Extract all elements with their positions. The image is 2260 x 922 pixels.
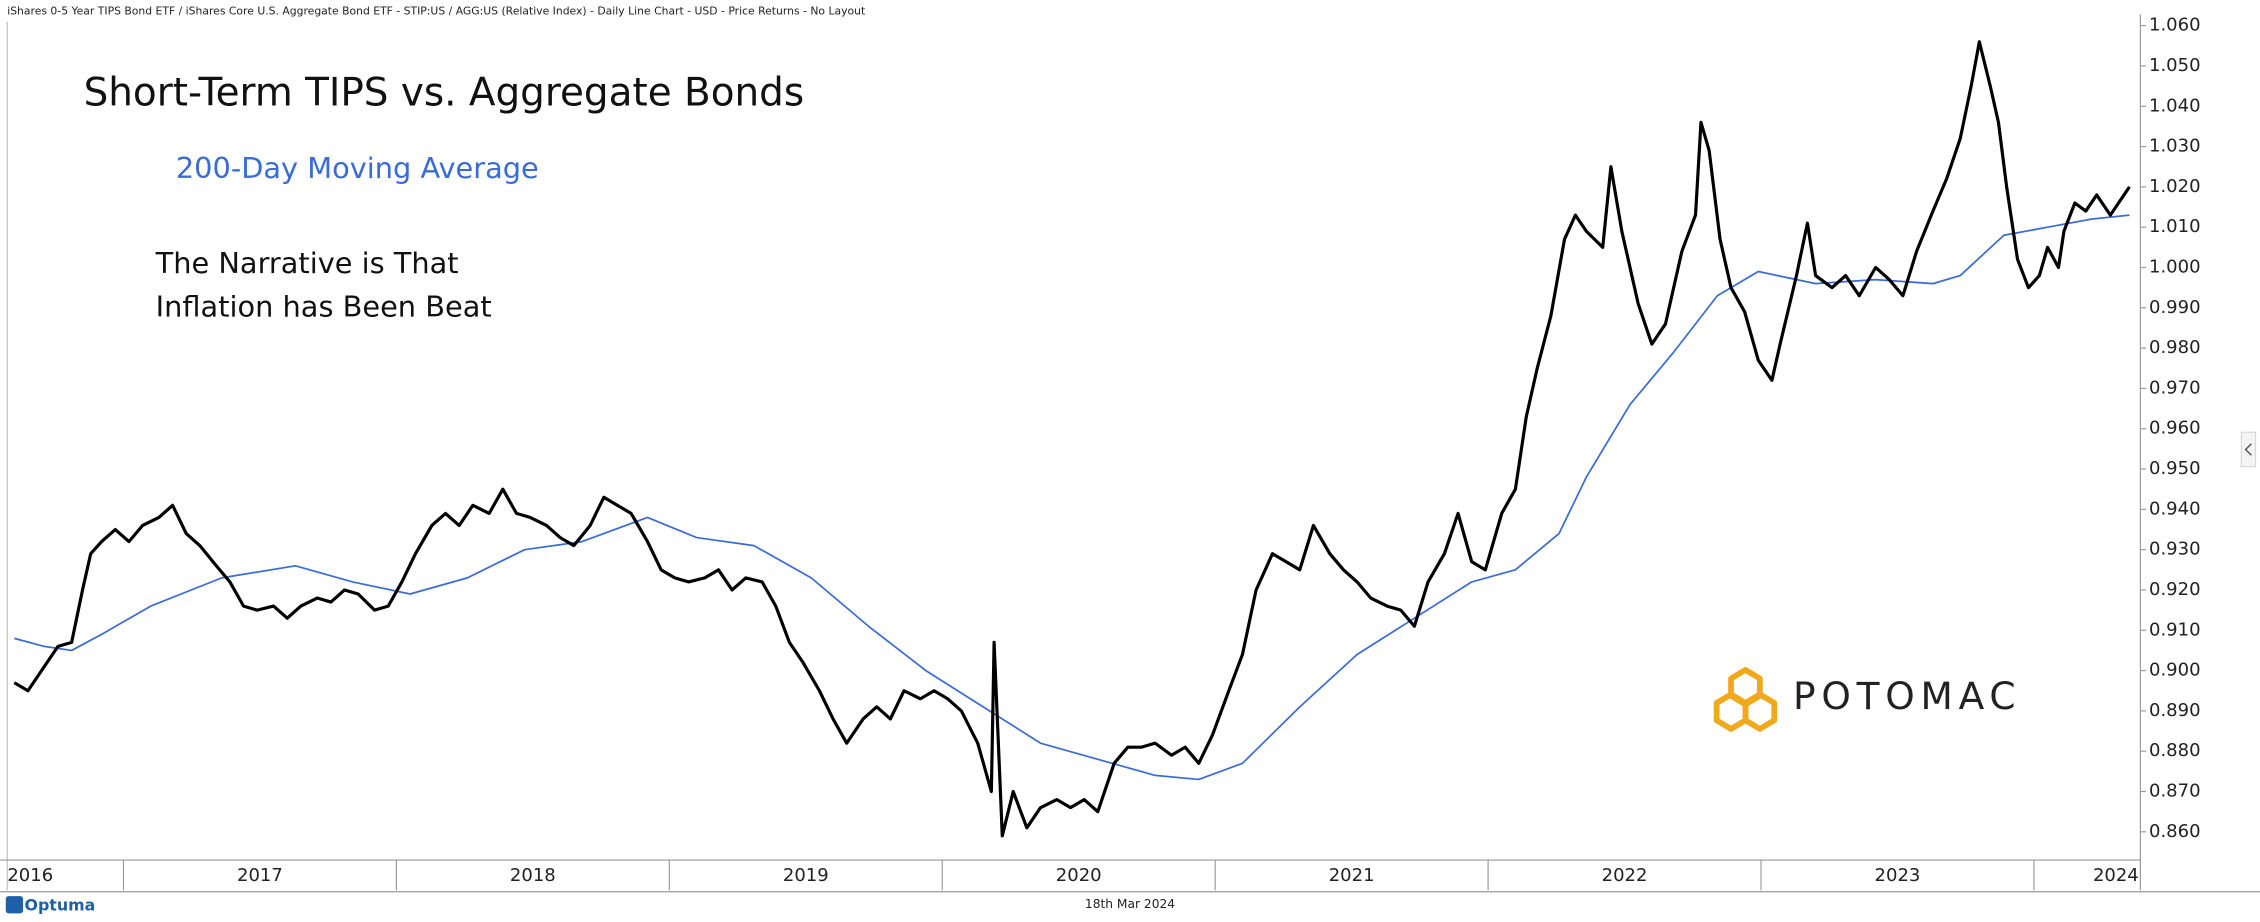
y-tick-label: 0.970 xyxy=(2149,377,2201,398)
y-tick-label: 0.930 xyxy=(2149,539,2201,560)
moving-average-line xyxy=(14,214,2130,781)
brand-logo xyxy=(1713,667,1778,732)
y-tick-label: 0.920 xyxy=(2149,579,2201,600)
y-tick-label: 0.900 xyxy=(2149,660,2201,681)
x-tick-label: 2024 xyxy=(2093,865,2139,886)
x-tick-label: 2021 xyxy=(1329,865,1375,886)
y-tick-label: 0.990 xyxy=(2149,297,2201,318)
y-tick-label: 0.950 xyxy=(2149,458,2201,479)
y-tick-label: 1.030 xyxy=(2149,136,2201,157)
y-tick-label: 0.910 xyxy=(2149,619,2201,640)
y-tick-label: 0.870 xyxy=(2149,781,2201,802)
y-tick-label: 1.040 xyxy=(2149,95,2201,116)
y-tick-label: 1.050 xyxy=(2149,55,2201,76)
date-label: 18th Mar 2024 xyxy=(1085,897,1175,911)
x-tick-label: 2023 xyxy=(1875,865,1921,886)
y-tick-label: 0.980 xyxy=(2149,337,2201,358)
footer-logo: Optuma xyxy=(25,896,96,915)
brand-name: POTOMAC xyxy=(1793,674,2021,718)
y-tick-label: 1.010 xyxy=(2149,216,2201,237)
x-tick-label: 2020 xyxy=(1056,865,1102,886)
y-tick-label: 0.890 xyxy=(2149,700,2201,721)
annotation: The Narrative is That xyxy=(155,246,459,280)
footer-logo-icon xyxy=(5,896,24,914)
x-tick-label: 2022 xyxy=(1602,865,1648,886)
x-tick-label: 2017 xyxy=(237,865,283,886)
y-tick-label: 1.060 xyxy=(2149,15,2201,36)
side-tab[interactable] xyxy=(2240,431,2257,468)
chart-title: Short-Term TIPS vs. Aggregate Bonds xyxy=(84,71,805,116)
x-tick-label: 2019 xyxy=(783,865,829,886)
x-tick-label: 2016 xyxy=(7,865,53,886)
y-tick-label: 0.880 xyxy=(2149,740,2201,761)
header: iShares 0-5 Year TIPS Bond ETF / iShares… xyxy=(7,5,865,18)
price-line xyxy=(13,40,2131,838)
x-tick-label: 2018 xyxy=(510,865,556,886)
series-label: 200-Day Moving Average xyxy=(176,151,539,185)
side-tab-arrow xyxy=(2244,443,2252,456)
y-tick-label: 1.000 xyxy=(2149,257,2201,278)
annotation: Inflation has Been Beat xyxy=(156,289,492,323)
y-tick-label: 0.940 xyxy=(2149,498,2201,519)
y-tick-label: 0.860 xyxy=(2149,821,2201,842)
y-tick-label: 1.020 xyxy=(2149,176,2201,197)
y-tick-label: 0.960 xyxy=(2149,418,2201,439)
